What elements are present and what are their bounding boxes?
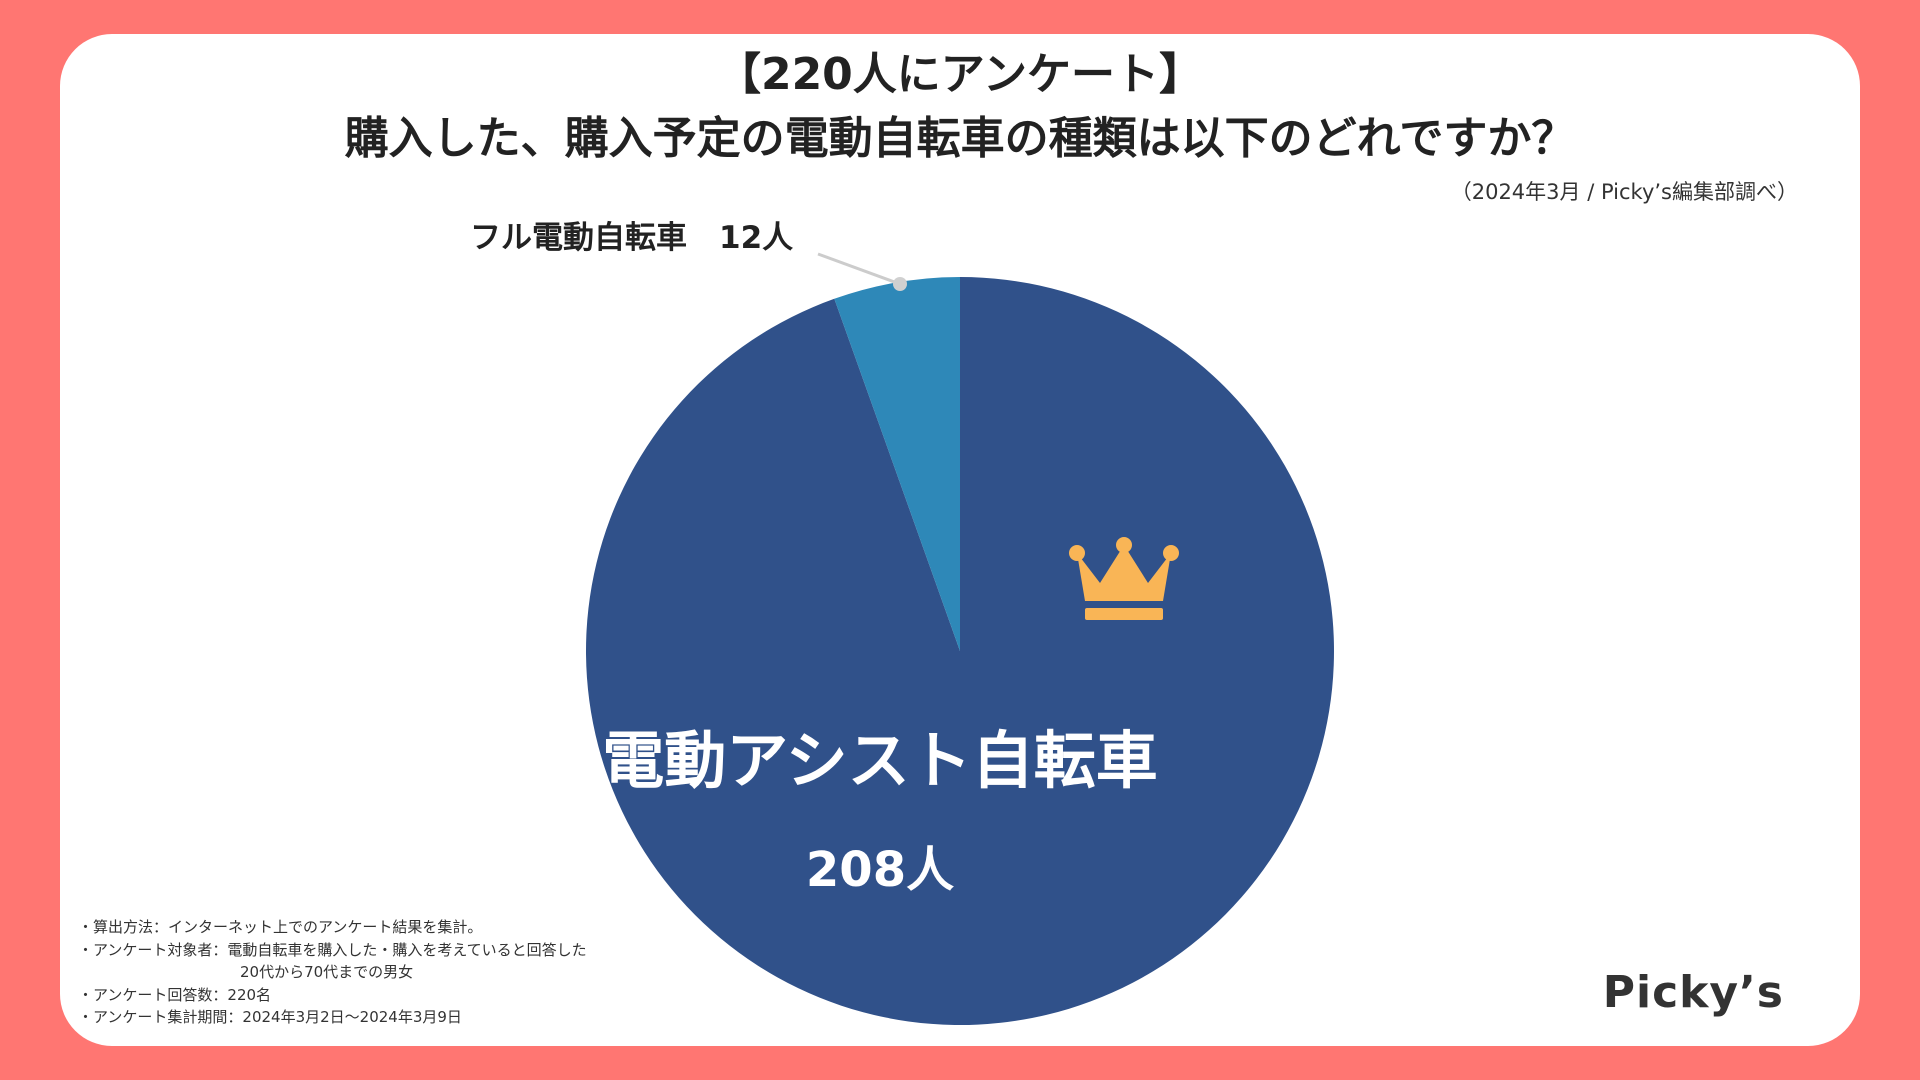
leader-line-full-electric [817, 252, 901, 286]
chart-source: （2024年3月 / Picky’s編集部調べ） [1450, 180, 1798, 204]
note-period: ・アンケート集計期間：2024年3月2日〜2024年3月9日 [78, 1008, 462, 1026]
crown-icon [1069, 537, 1179, 620]
slice-value-assist: 208人 [805, 842, 955, 898]
picky-logo: Picky’s [1602, 967, 1784, 1018]
leader-dot-full-electric [893, 277, 907, 291]
survey-notes: ・算出方法：インターネット上でのアンケート結果を集計。 ・アンケート対象者：電動… [78, 916, 587, 1029]
pie-chart [586, 252, 1335, 1025]
slice-name-full-electric: フル電動自転車 [470, 220, 687, 256]
slice-label-full-electric: フル電動自転車 12人 [470, 212, 793, 257]
note-method: ・算出方法：インターネット上でのアンケート結果を集計。 [78, 918, 483, 936]
pie-slice-full-electric [834, 277, 960, 651]
note-count: ・アンケート回答数：220名 [78, 985, 272, 1004]
note-target-cont: 20代から70代までの男女 [240, 963, 414, 981]
chart-title-line2: 購入した、購入予定の電動自転車の種類は以下のどれですか？ [344, 113, 1576, 164]
slice-name-assist: 電動アシスト自転車 [602, 724, 1158, 797]
slice-value-full-electric: 12人 [719, 220, 794, 256]
note-target: ・アンケート対象者：電動自転車を購入した・購入を考えていると回答した [78, 940, 587, 959]
chart-title-line1: 【220人にアンケート】 [716, 49, 1204, 100]
pie-slice-assist [586, 277, 1335, 1025]
chart-card: 【220人にアンケート】 購入した、購入予定の電動自転車の種類は以下のどれですか… [60, 34, 1860, 1046]
